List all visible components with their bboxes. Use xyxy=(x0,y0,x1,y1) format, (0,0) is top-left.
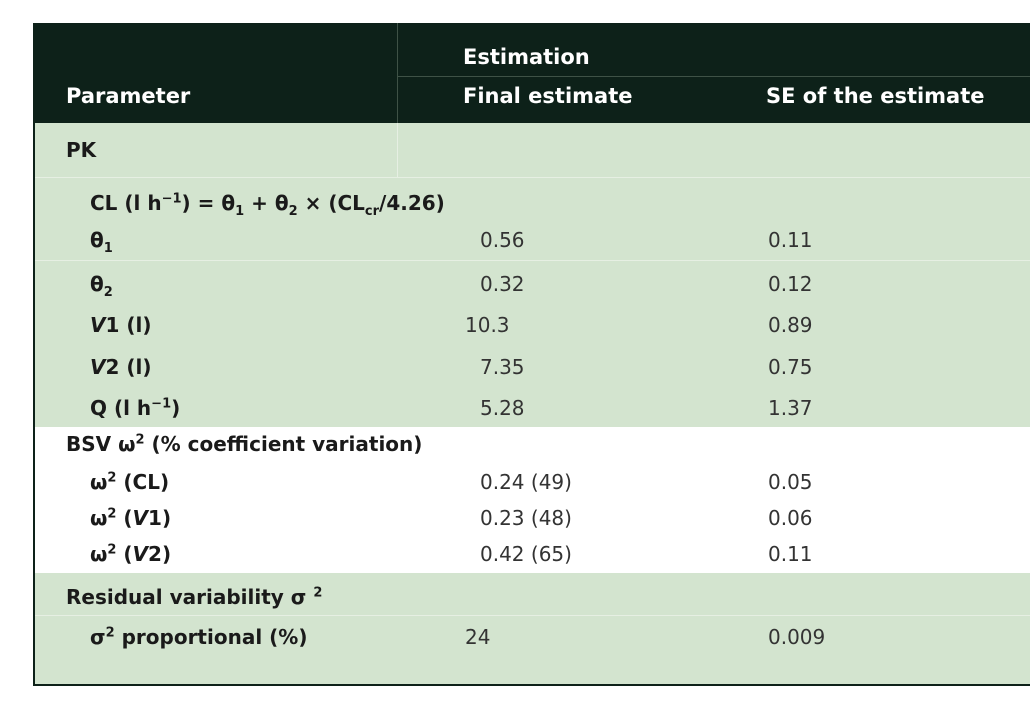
label-segment: ω xyxy=(90,470,108,494)
parameter-label: PK xyxy=(66,138,96,162)
parameter-label: Residual variability σ 2 xyxy=(66,585,322,609)
parameter-label: θ1 xyxy=(90,228,113,255)
label-segment: Q (l h xyxy=(90,396,152,420)
label-segment: 2) xyxy=(148,542,172,566)
label-segment: 2 xyxy=(288,204,298,219)
label-segment: proportional (%) xyxy=(114,625,308,649)
label-segment: ω xyxy=(90,542,108,566)
label-segment: θ xyxy=(90,272,104,296)
parameter-label: θ2 xyxy=(90,272,113,299)
final-estimate: 0.23 (48) xyxy=(480,506,572,530)
label-segment: (CL) xyxy=(116,470,170,494)
label-segment: V xyxy=(90,313,106,337)
header-estimation: Estimation xyxy=(463,45,590,69)
label-segment: 1 xyxy=(103,241,113,256)
label-segment: 2 xyxy=(135,432,145,448)
parameter-label: V2 (l) xyxy=(90,355,152,379)
se-estimate: 0.11 xyxy=(768,228,813,252)
header-parameter: Parameter xyxy=(66,84,191,108)
label-segment: CL (l h xyxy=(90,191,162,215)
label-segment: + θ xyxy=(244,191,289,215)
label-segment: PK xyxy=(66,138,97,162)
label-segment: 1 (l) xyxy=(105,313,152,337)
label-segment: 1 xyxy=(235,204,245,219)
final-estimate: 0.56 xyxy=(480,228,525,252)
header-divider xyxy=(397,23,398,123)
label-segment: ( xyxy=(116,506,133,530)
se-estimate: 1.37 xyxy=(768,396,813,420)
label-segment: σ xyxy=(90,625,106,649)
final-estimate: 0.32 xyxy=(480,272,525,296)
se-estimate: 0.12 xyxy=(768,272,813,296)
label-segment: × (CL xyxy=(297,191,365,215)
table-header: Parameter Estimation Final estimate SE o… xyxy=(35,23,1030,123)
se-estimate: 0.06 xyxy=(768,506,813,530)
label-segment: BSV ω xyxy=(66,432,136,456)
final-estimate: 5.28 xyxy=(480,396,525,420)
label-segment: 2 xyxy=(313,585,323,601)
parameter-label: ω2 (V2) xyxy=(90,542,171,566)
label-segment: 2 xyxy=(103,285,113,300)
label-segment: 2 xyxy=(107,470,117,486)
label-segment: 2 xyxy=(107,542,117,558)
row-rule xyxy=(35,177,1030,178)
final-estimate: 24 xyxy=(465,625,491,649)
label-segment: cr xyxy=(364,204,380,219)
se-estimate: 0.89 xyxy=(768,313,813,337)
header-final-estimate: Final estimate xyxy=(463,84,633,108)
pk-section xyxy=(35,123,1030,427)
label-segment: 1) xyxy=(148,506,172,530)
label-segment: −1 xyxy=(151,396,172,412)
se-estimate: 0.009 xyxy=(768,625,826,649)
parameter-label: σ2 proportional (%) xyxy=(90,625,307,649)
label-segment: 2 xyxy=(105,625,115,641)
parameter-label: V1 (l) xyxy=(90,313,152,337)
row-rule xyxy=(35,260,1030,261)
label-segment: ) xyxy=(171,396,181,420)
label-segment: ( xyxy=(116,542,133,566)
label-segment: θ xyxy=(90,228,104,252)
se-estimate: 0.11 xyxy=(768,542,813,566)
header-rule xyxy=(397,76,1030,77)
label-segment: Residual variability σ xyxy=(66,585,314,609)
label-segment: 2 (l) xyxy=(105,355,152,379)
parameter-label: ω2 (CL) xyxy=(90,470,169,494)
se-estimate: 0.05 xyxy=(768,470,813,494)
label-segment: V xyxy=(90,355,106,379)
pk-cell-divider xyxy=(397,123,398,177)
parameter-label: BSV ω2 (% coefficient variation) xyxy=(66,432,422,456)
label-segment: V xyxy=(132,506,149,530)
final-estimate: 0.24 (49) xyxy=(480,470,572,494)
label-segment: (% coefficient variation) xyxy=(144,432,423,456)
parameter-label: CL (l h−1) = θ1 + θ2 × (CLcr/4.26) xyxy=(90,191,445,218)
label-segment: /4.26) xyxy=(379,191,445,215)
label-segment: V xyxy=(132,542,149,566)
label-segment: ) = θ xyxy=(181,191,236,215)
final-estimate: 10.3 xyxy=(465,313,510,337)
se-estimate: 0.75 xyxy=(768,355,813,379)
parameter-label: ω2 (V1) xyxy=(90,506,171,530)
residual-section xyxy=(35,573,1030,684)
label-segment: −1 xyxy=(161,191,182,207)
label-segment: 2 xyxy=(107,506,117,522)
header-se: SE of the estimate xyxy=(766,84,985,108)
final-estimate: 7.35 xyxy=(480,355,525,379)
final-estimate: 0.42 (65) xyxy=(480,542,572,566)
parameter-label: Q (l h−1) xyxy=(90,396,180,420)
row-rule xyxy=(35,615,1030,616)
label-segment: ω xyxy=(90,506,108,530)
bsv-section xyxy=(35,427,1030,573)
parameter-table: Parameter Estimation Final estimate SE o… xyxy=(33,23,1030,686)
